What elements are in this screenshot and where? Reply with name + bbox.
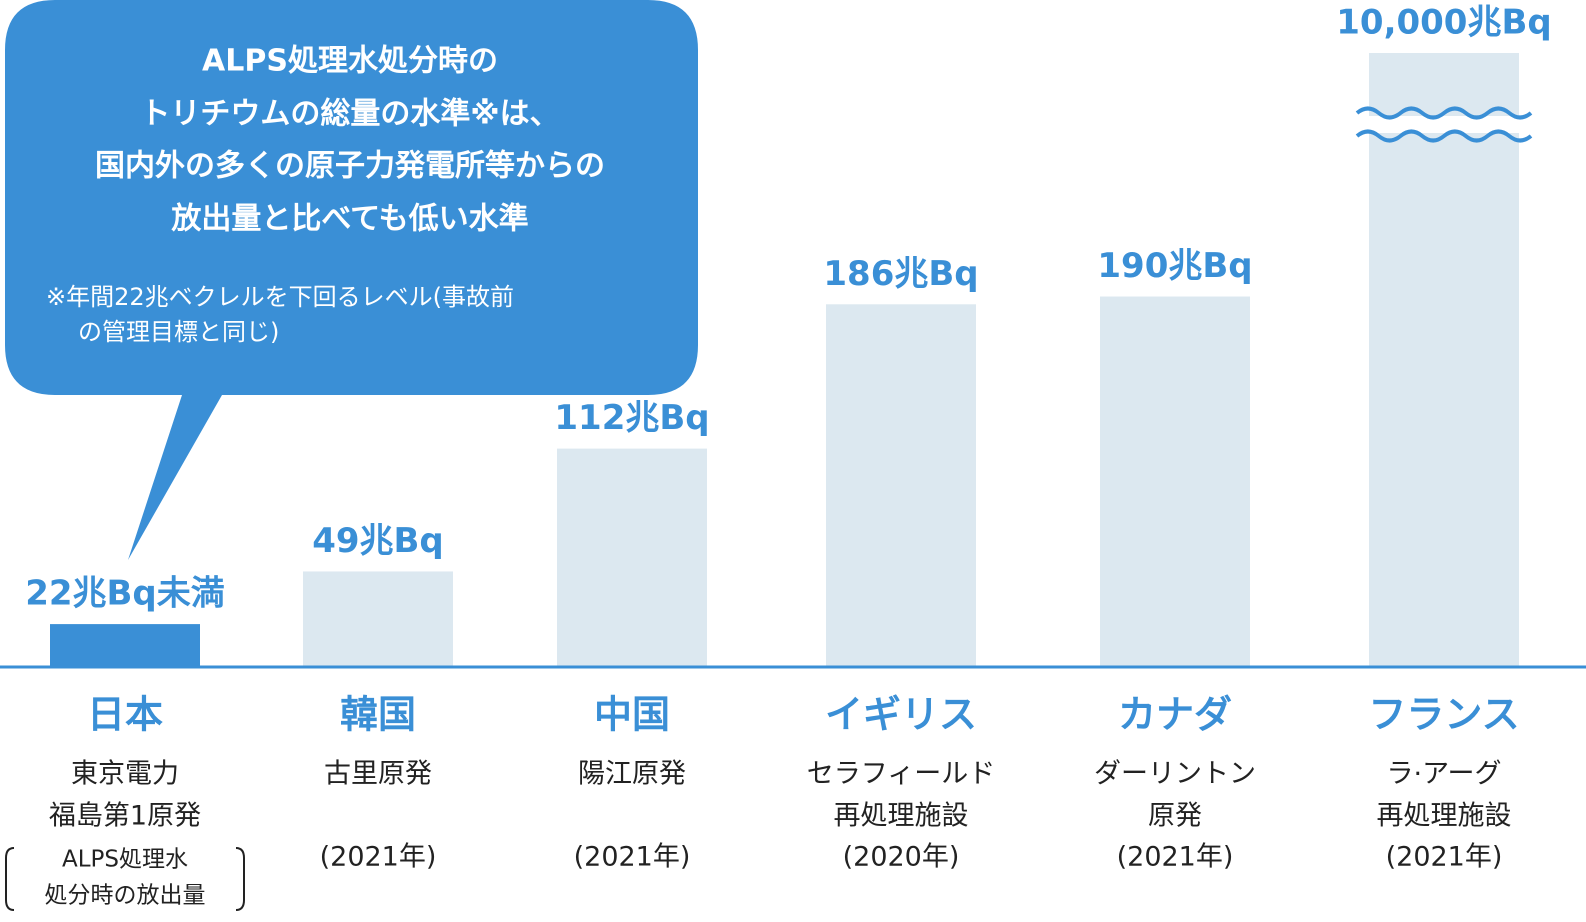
facility-label: 再処理施設	[1377, 801, 1512, 832]
year-label: (2021年)	[1117, 842, 1234, 873]
facility-label: 再処理施設	[834, 801, 969, 832]
country-label: 日本	[87, 693, 163, 737]
facility-label: 東京電力	[71, 759, 179, 790]
callout-bubble	[5, 0, 698, 560]
country-label: 中国	[594, 693, 670, 737]
year-label: (2021年)	[320, 842, 437, 873]
facility-label: 福島第1原発	[49, 801, 201, 832]
value-label: 10,000兆Bq	[1336, 3, 1551, 43]
axis-break-wave	[1355, 129, 1533, 143]
bar	[1100, 296, 1250, 667]
bar	[826, 304, 976, 667]
facility-label: ダーリントン	[1094, 759, 1256, 790]
value-label: 186兆Bq	[823, 254, 978, 294]
callout-line: 放出量と比べても低い水準	[170, 202, 528, 237]
bracket	[5, 847, 15, 911]
facility-label: 原発	[1148, 801, 1202, 832]
year-label: (2021年)	[574, 842, 691, 873]
callout-note: の管理目標と同じ)	[78, 318, 279, 346]
country-label: イギリス	[825, 693, 977, 737]
year-label: (2021年)	[1386, 842, 1503, 873]
note-label: 処分時の放出量	[45, 883, 206, 909]
bar	[303, 571, 453, 667]
bar	[1369, 53, 1519, 667]
value-label: 49兆Bq	[312, 521, 444, 561]
bracket	[235, 847, 245, 911]
facility-label: 古里原発	[324, 759, 432, 790]
callout-line: ALPS処理水処分時の	[202, 44, 498, 79]
value-label: 112兆Bq	[554, 398, 709, 438]
value-label: 190兆Bq	[1097, 246, 1252, 286]
bar	[557, 448, 707, 667]
country-label: フランス	[1368, 693, 1519, 737]
facility-label: セラフィールド	[807, 759, 995, 790]
country-label: 韓国	[340, 693, 416, 737]
callout-line: 国内外の多くの原子力発電所等からの	[95, 149, 605, 184]
callout-note: ※年間22兆ベクレルを下回るレベル(事故前	[46, 283, 514, 311]
facility-label: ラ·アーグ	[1387, 759, 1502, 790]
bar	[50, 624, 200, 667]
callout-line: トリチウムの総量の水準※は、	[140, 97, 559, 132]
country-label: カナダ	[1118, 693, 1232, 737]
facility-label: 陽江原発	[578, 759, 686, 790]
axis-break-wave	[1355, 106, 1533, 120]
note-label: ALPS処理水	[62, 847, 188, 873]
axis-break-gap	[1357, 116, 1531, 133]
value-label: 22兆Bq未満	[25, 574, 225, 614]
year-label: (2020年)	[843, 842, 960, 873]
